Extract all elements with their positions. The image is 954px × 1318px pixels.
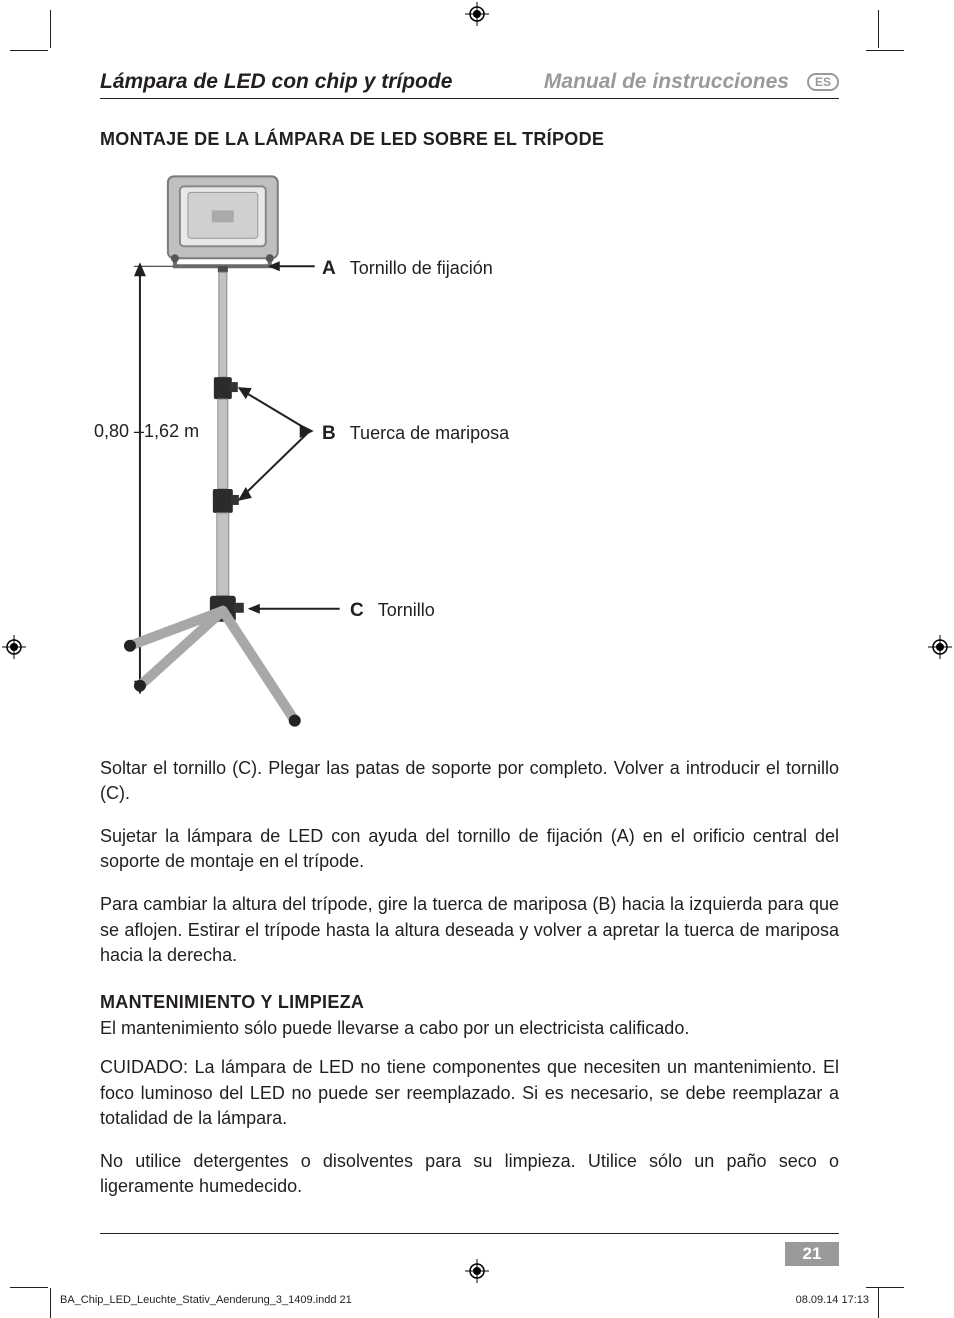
crop-mark	[10, 1287, 48, 1288]
callout-a-text: Tornillo de fijación	[350, 256, 493, 280]
registration-mark-icon	[465, 2, 489, 26]
registration-mark-icon	[928, 635, 952, 659]
page-content: Lámpara de LED con chip y trípode Manual…	[50, 50, 879, 1288]
header-title-left: Lámpara de LED con chip y trípode	[100, 68, 544, 96]
registration-mark-icon	[2, 635, 26, 659]
paragraph: Sujetar la lámpara de LED con ayuda del …	[100, 824, 839, 874]
paragraph: El mantenimiento sólo puede llevarse a c…	[100, 1016, 839, 1041]
paragraph: Para cambiar la altura del trípode, gire…	[100, 892, 839, 968]
paragraph: CUIDADO: La lámpara de LED no tiene comp…	[100, 1055, 839, 1131]
page-number: 21	[785, 1242, 839, 1266]
callout-b-text: Tuerca de mariposa	[350, 421, 509, 445]
page-header: Lámpara de LED con chip y trípode Manual…	[100, 68, 839, 99]
body-text-mounting: Soltar el tornillo (C). Plegar las patas…	[100, 756, 839, 968]
paragraph: No utilice detergentes o disolventes par…	[100, 1149, 839, 1199]
section-title-mounting: MONTAJE DE LA LÁMPARA DE LED SOBRE EL TR…	[100, 127, 839, 151]
page-footer: 21	[100, 1233, 839, 1266]
header-title-right: Manual de instrucciones	[544, 68, 789, 96]
tripod-diagram: 0,80 –1,62 m A Tornillo de fijación B Tu…	[100, 166, 839, 736]
language-badge: ES	[807, 73, 839, 91]
callout-c: C Tornillo	[350, 598, 435, 624]
callout-c-text: Tornillo	[378, 598, 435, 622]
callout-c-letter: C	[350, 598, 364, 624]
callout-b-letter: B	[322, 421, 336, 447]
callout-b: B Tuerca de mariposa	[322, 421, 509, 447]
crop-mark	[878, 10, 879, 48]
height-range-label: 0,80 –1,62 m	[94, 419, 199, 443]
callout-a-letter: A	[322, 256, 336, 282]
slug-line: BA_Chip_LED_Leuchte_Stativ_Aenderung_3_1…	[50, 1293, 879, 1308]
body-text-maintenance: El mantenimiento sólo puede llevarse a c…	[100, 1016, 839, 1199]
crop-mark	[50, 10, 51, 48]
slug-filename: BA_Chip_LED_Leuchte_Stativ_Aenderung_3_1…	[60, 1293, 352, 1308]
crop-mark	[10, 50, 48, 51]
section-title-maintenance: MANTENIMIENTO Y LIMPIEZA	[100, 990, 839, 1014]
paragraph: Soltar el tornillo (C). Plegar las patas…	[100, 756, 839, 806]
slug-datetime: 08.09.14 17:13	[796, 1293, 869, 1308]
callout-a: A Tornillo de fijación	[322, 256, 493, 282]
tripod-svg	[100, 166, 839, 736]
